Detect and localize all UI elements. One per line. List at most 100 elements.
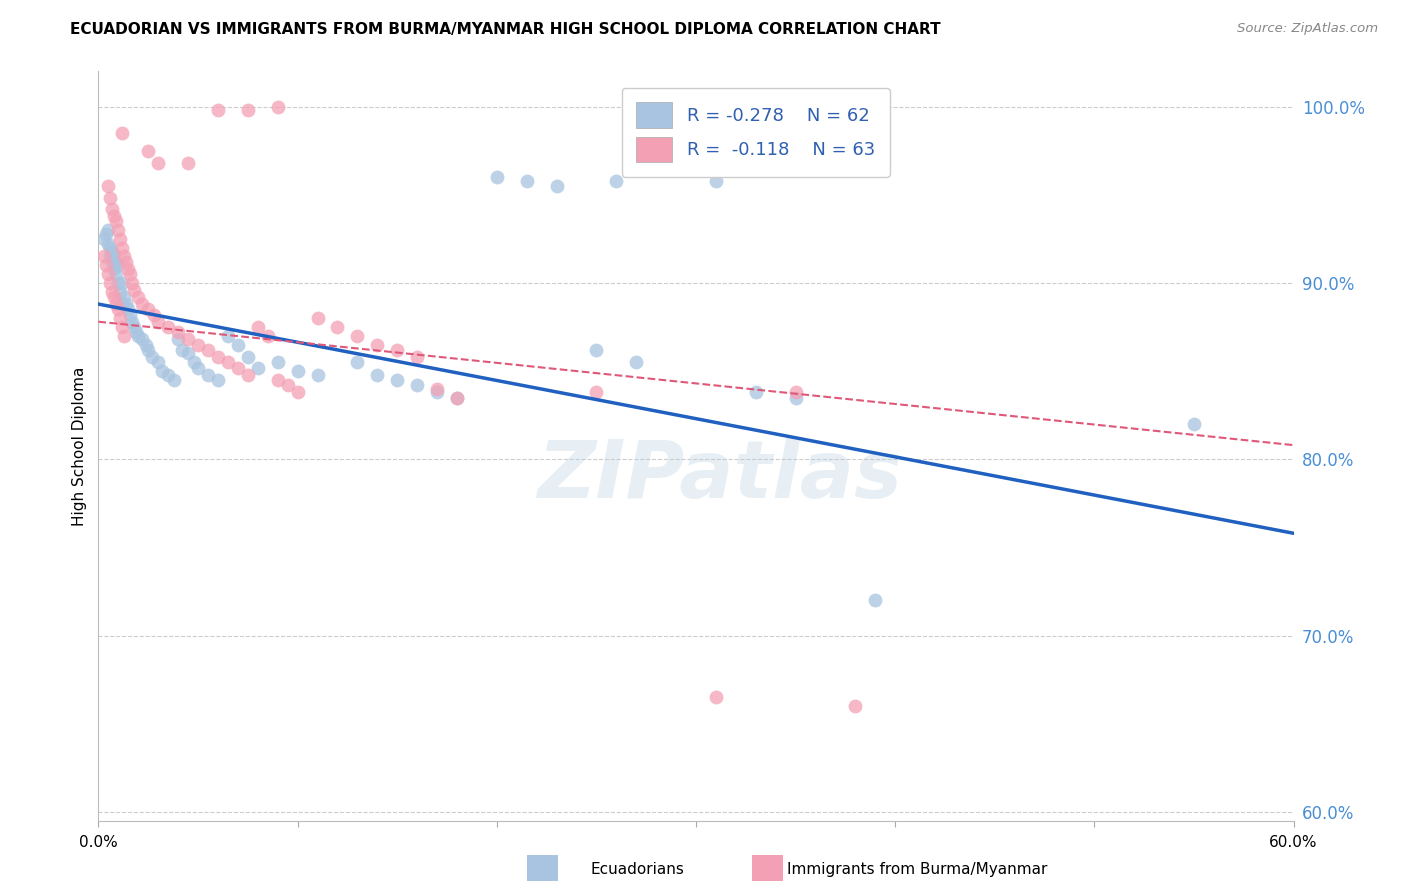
Text: Immigrants from Burma/Myanmar: Immigrants from Burma/Myanmar bbox=[787, 863, 1047, 877]
Text: ECUADORIAN VS IMMIGRANTS FROM BURMA/MYANMAR HIGH SCHOOL DIPLOMA CORRELATION CHAR: ECUADORIAN VS IMMIGRANTS FROM BURMA/MYAN… bbox=[70, 22, 941, 37]
Point bbox=[101, 254, 124, 268]
Point bbox=[121, 315, 143, 329]
Point bbox=[125, 326, 148, 340]
Point bbox=[426, 385, 449, 400]
Point bbox=[183, 355, 205, 369]
Point bbox=[136, 343, 159, 357]
Point bbox=[385, 343, 409, 357]
Point bbox=[326, 320, 349, 334]
Point bbox=[136, 302, 159, 317]
Point bbox=[546, 178, 568, 193]
Point bbox=[115, 254, 138, 268]
Point bbox=[167, 332, 190, 346]
Point bbox=[112, 328, 135, 343]
Point bbox=[111, 241, 134, 255]
Point bbox=[101, 202, 124, 216]
Point bbox=[120, 308, 142, 322]
Point bbox=[141, 350, 163, 364]
Point bbox=[307, 311, 329, 326]
Point bbox=[236, 103, 259, 117]
Point bbox=[96, 227, 118, 241]
Point bbox=[187, 337, 209, 351]
Point bbox=[446, 391, 468, 405]
Point bbox=[745, 385, 768, 400]
Point bbox=[785, 391, 807, 405]
Point bbox=[287, 385, 309, 400]
Point bbox=[107, 276, 129, 290]
Point bbox=[207, 350, 229, 364]
Point bbox=[307, 368, 329, 382]
Point bbox=[150, 364, 173, 378]
Point bbox=[163, 373, 186, 387]
Point bbox=[844, 699, 866, 714]
Point bbox=[148, 315, 170, 329]
Point bbox=[101, 285, 124, 299]
Point bbox=[287, 364, 309, 378]
Point bbox=[124, 283, 146, 297]
Legend: R = -0.278    N = 62, R =  -0.118    N = 63: R = -0.278 N = 62, R = -0.118 N = 63 bbox=[621, 88, 890, 177]
Point bbox=[157, 320, 180, 334]
Point bbox=[105, 254, 128, 268]
Point bbox=[97, 223, 120, 237]
Point bbox=[107, 302, 129, 317]
Point bbox=[267, 355, 290, 369]
Point bbox=[117, 302, 139, 317]
Point bbox=[704, 174, 727, 188]
Point bbox=[197, 368, 219, 382]
Point bbox=[127, 290, 149, 304]
Point bbox=[863, 593, 887, 607]
Point bbox=[112, 250, 135, 264]
Point bbox=[246, 320, 269, 334]
Point bbox=[177, 346, 200, 360]
Point bbox=[217, 355, 239, 369]
Point bbox=[111, 320, 134, 334]
Point bbox=[100, 276, 122, 290]
Point bbox=[516, 174, 538, 188]
Point bbox=[267, 373, 290, 387]
Point bbox=[446, 391, 468, 405]
Point bbox=[121, 276, 143, 290]
Point bbox=[626, 355, 648, 369]
Point bbox=[103, 261, 125, 276]
Point bbox=[277, 378, 299, 392]
Point bbox=[115, 297, 138, 311]
Point bbox=[236, 350, 259, 364]
Point bbox=[105, 267, 128, 281]
Point bbox=[785, 385, 807, 400]
Point bbox=[136, 144, 159, 158]
Point bbox=[167, 326, 190, 340]
Point bbox=[217, 328, 239, 343]
Point bbox=[177, 332, 200, 346]
Point bbox=[100, 241, 122, 255]
Point bbox=[406, 378, 429, 392]
Point bbox=[93, 250, 115, 264]
Point bbox=[111, 276, 134, 290]
Point bbox=[117, 261, 139, 276]
Point bbox=[103, 209, 125, 223]
Point bbox=[256, 328, 278, 343]
Point bbox=[226, 360, 249, 375]
Point bbox=[406, 350, 429, 364]
Point bbox=[103, 290, 125, 304]
Point bbox=[105, 297, 128, 311]
Point bbox=[426, 382, 449, 396]
Point bbox=[124, 320, 146, 334]
Text: ZIPatlas: ZIPatlas bbox=[537, 437, 903, 515]
Point bbox=[197, 343, 219, 357]
Point bbox=[366, 368, 388, 382]
Text: Ecuadorians: Ecuadorians bbox=[591, 863, 685, 877]
Point bbox=[385, 373, 409, 387]
Point bbox=[135, 337, 157, 351]
Point bbox=[111, 297, 134, 311]
Point bbox=[585, 343, 607, 357]
Point bbox=[236, 368, 259, 382]
Point bbox=[111, 126, 134, 140]
Point bbox=[105, 214, 128, 228]
Y-axis label: High School Diploma: High School Diploma bbox=[72, 367, 87, 525]
Point bbox=[1182, 417, 1205, 431]
Point bbox=[366, 337, 388, 351]
Point bbox=[157, 368, 180, 382]
Point bbox=[585, 385, 607, 400]
Point bbox=[704, 690, 727, 705]
Point bbox=[187, 360, 209, 375]
